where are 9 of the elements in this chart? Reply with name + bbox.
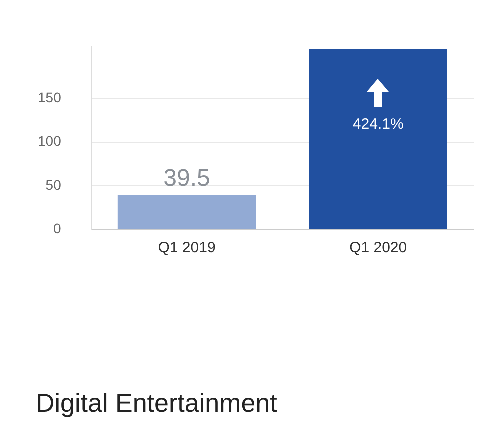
x-tick-label: Q1 2019: [158, 240, 216, 257]
x-tick-label: Q1 2020: [350, 240, 408, 257]
y-tick-label: 100: [38, 133, 62, 150]
y-tick-label: 150: [38, 90, 62, 106]
annotation: 424.1%: [352, 116, 404, 133]
text: Digital Entertainment: [36, 388, 278, 419]
data-label: 39.5: [164, 164, 210, 192]
y-tick-label: 50: [46, 176, 62, 193]
y-tick-label: 0: [54, 220, 62, 236]
